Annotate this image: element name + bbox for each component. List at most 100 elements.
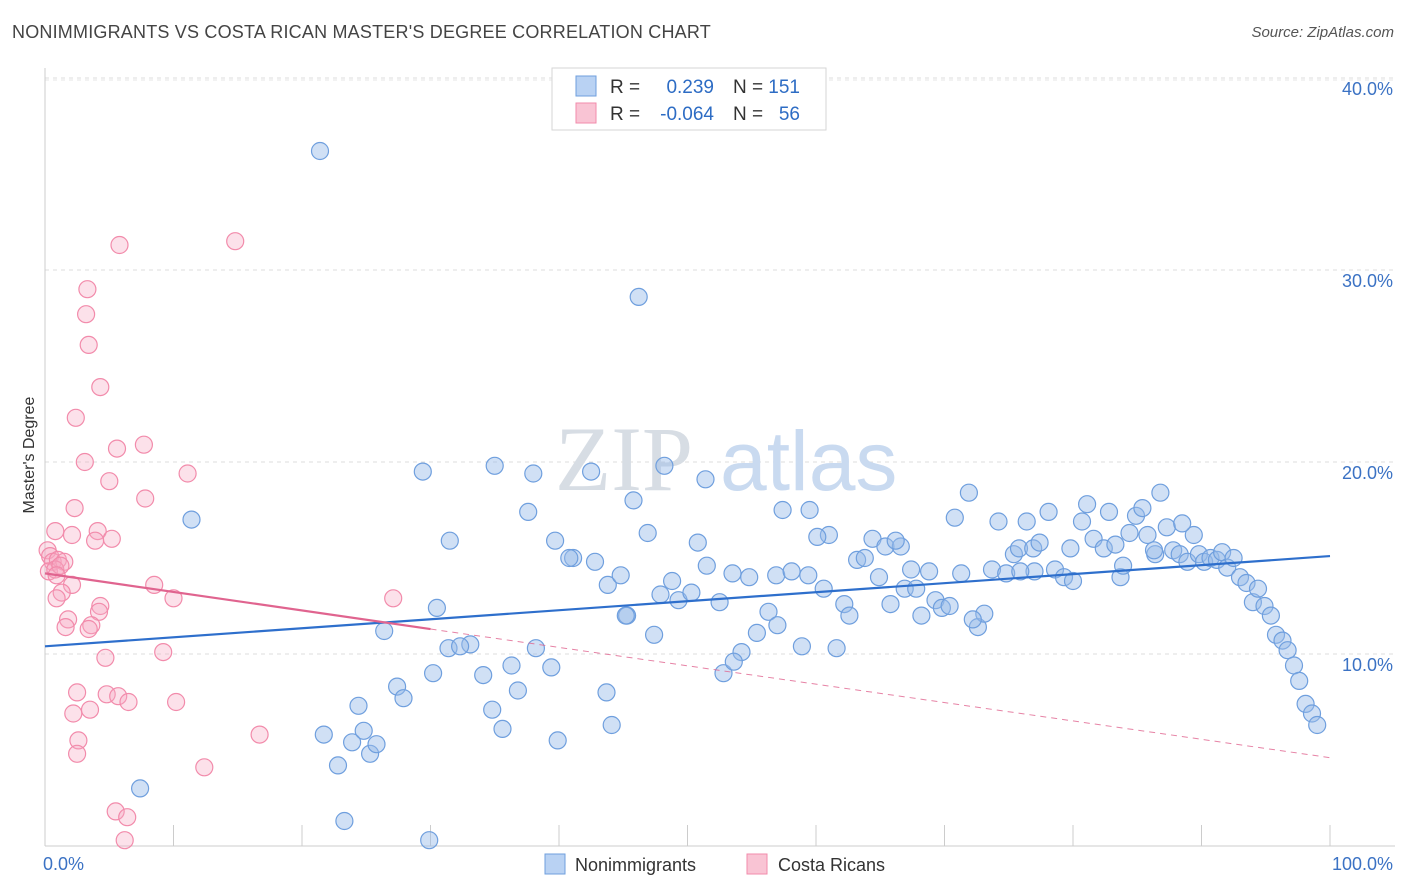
nonimmigrants-point (394, 689, 413, 708)
nonimmigrants-point (1030, 533, 1049, 552)
nonimmigrants-point (413, 462, 432, 481)
nonimmigrants-point (388, 677, 407, 696)
nonimmigrants-point (773, 500, 792, 520)
nonimmigrants-point (952, 564, 971, 583)
nonimmigrants-point (427, 598, 446, 618)
nonimmigrants-point (1094, 539, 1113, 558)
costa-ricans-point (178, 464, 197, 483)
nonimmigrants-point (439, 639, 458, 658)
nonimmigrants-point (714, 664, 733, 683)
nonimmigrants-point (502, 656, 521, 675)
nonimmigrants-point (598, 575, 617, 595)
costa-ricans-point (51, 556, 70, 575)
costa-ricans-point (62, 525, 82, 545)
costa-ricans-point (118, 808, 137, 827)
nonimmigrants-point (542, 658, 561, 677)
nonimmigrants-point (474, 665, 493, 685)
nonimmigrants-point (723, 564, 742, 583)
nonimmigrants-point (767, 566, 786, 585)
nonimmigrants-point (485, 456, 504, 475)
costa-ricans-point (167, 692, 186, 712)
nonimmigrants-point (1054, 568, 1074, 587)
nonimmigrants-point (1284, 656, 1304, 675)
nonimmigrants-point (891, 537, 910, 556)
nonimmigrants-point (982, 560, 1002, 579)
nonimmigrants-point (1255, 596, 1274, 616)
bottom-legend-swatch-nonimmigrants (544, 853, 566, 875)
nonimmigrants-point (548, 731, 567, 750)
nonimmigrants-point (1290, 671, 1309, 691)
series-legend: Nonimmigrants Costa Ricans (544, 853, 885, 875)
costa-ricans-point (64, 704, 83, 723)
nonimmigrants-point (1248, 579, 1268, 598)
costa-ricans-point (67, 744, 87, 763)
costa-ricans-point (78, 280, 97, 299)
nonimmigrants-points (131, 141, 1327, 850)
nonimmigrants-point (901, 560, 921, 579)
bottom-legend-swatch-costa-ricans (746, 853, 768, 875)
trend-lines (44, 554, 1331, 759)
nonimmigrants-point (655, 456, 674, 475)
x-tick-label-max: 100.0% (1332, 854, 1393, 874)
nonimmigrants-point (563, 548, 583, 568)
y-tick-label: 30.0% (1342, 271, 1393, 291)
nonimmigrants-point (747, 623, 767, 643)
y-tick-label: 20.0% (1342, 463, 1393, 483)
legend-swatch-pink (575, 102, 597, 124)
costa-ricans-point (136, 489, 155, 508)
nonimmigrants-point (1111, 568, 1130, 587)
nonimmigrants-point (662, 571, 682, 591)
nonimmigrants-point (1099, 502, 1119, 521)
costa-ricans-point (109, 687, 128, 706)
nonimmigrants-point (375, 621, 394, 641)
legend-n-label-2: N = (733, 104, 763, 125)
y-axis-label: Master's Degree (21, 396, 38, 513)
nonimmigrants-point (508, 681, 528, 700)
costa-ricans-point (52, 583, 71, 602)
x-tick-label-min: 0.0% (43, 854, 84, 874)
nonimmigrants-point (1302, 704, 1322, 723)
correlation-legend: R = 0.239 N = 151 R = -0.064 N = 56 (551, 67, 827, 131)
legend-n-value-2: 56 (779, 104, 800, 125)
nonimmigrants-point (335, 811, 354, 831)
nonimmigrants-point (611, 566, 630, 585)
nonimmigrants-point (907, 579, 926, 598)
nonimmigrants-point (1296, 694, 1315, 714)
costa-ricans-point (107, 439, 127, 458)
nonimmigrants-point (1278, 641, 1297, 660)
nonimmigrants-point (688, 533, 707, 552)
nonimmigrants-point (759, 602, 778, 621)
nonimmigrants-point (314, 725, 333, 744)
nonimmigrants-point (710, 593, 729, 612)
nonimmigrants-point (310, 141, 330, 161)
legend-r-label-1: R = (610, 77, 640, 98)
costa-ricans-point (56, 617, 75, 637)
nonimmigrants-point (682, 583, 701, 602)
nonimmigrants-point (768, 616, 787, 635)
nonimmigrants-point (792, 637, 812, 656)
nonimmigrants-point (131, 779, 150, 798)
nonimmigrants-point (740, 568, 759, 587)
costa-ricans-point (106, 802, 125, 821)
nonimmigrants-point (1120, 523, 1139, 543)
nonimmigrants-point (1273, 631, 1292, 650)
legend-r-value-2: -0.064 (660, 104, 714, 125)
costa-ricans-point (69, 731, 88, 750)
nonimmigrants-point (524, 464, 543, 483)
legend-swatch-blue (575, 75, 597, 97)
nonimmigrants-point (886, 531, 905, 550)
costa-ricans-point (154, 642, 173, 662)
costa-ricans-point (384, 589, 403, 608)
nonimmigrants-point (1173, 514, 1192, 533)
tick-labels: 10.0% 20.0% 30.0% 40.0% 0.0% 100.0% (43, 79, 1393, 874)
nonimmigrants-point (1157, 518, 1176, 537)
nonimmigrants-point (919, 562, 939, 581)
nonimmigrants-point (560, 548, 579, 568)
nonimmigrants-point (989, 512, 1008, 531)
source-label: Source: ZipAtlas.com (1251, 24, 1394, 41)
nonimmigrants-point (367, 735, 386, 754)
y-tick-label: 40.0% (1342, 79, 1393, 99)
legend-n-value-1: 151 (768, 77, 800, 98)
nonimmigrants-point (940, 596, 959, 616)
